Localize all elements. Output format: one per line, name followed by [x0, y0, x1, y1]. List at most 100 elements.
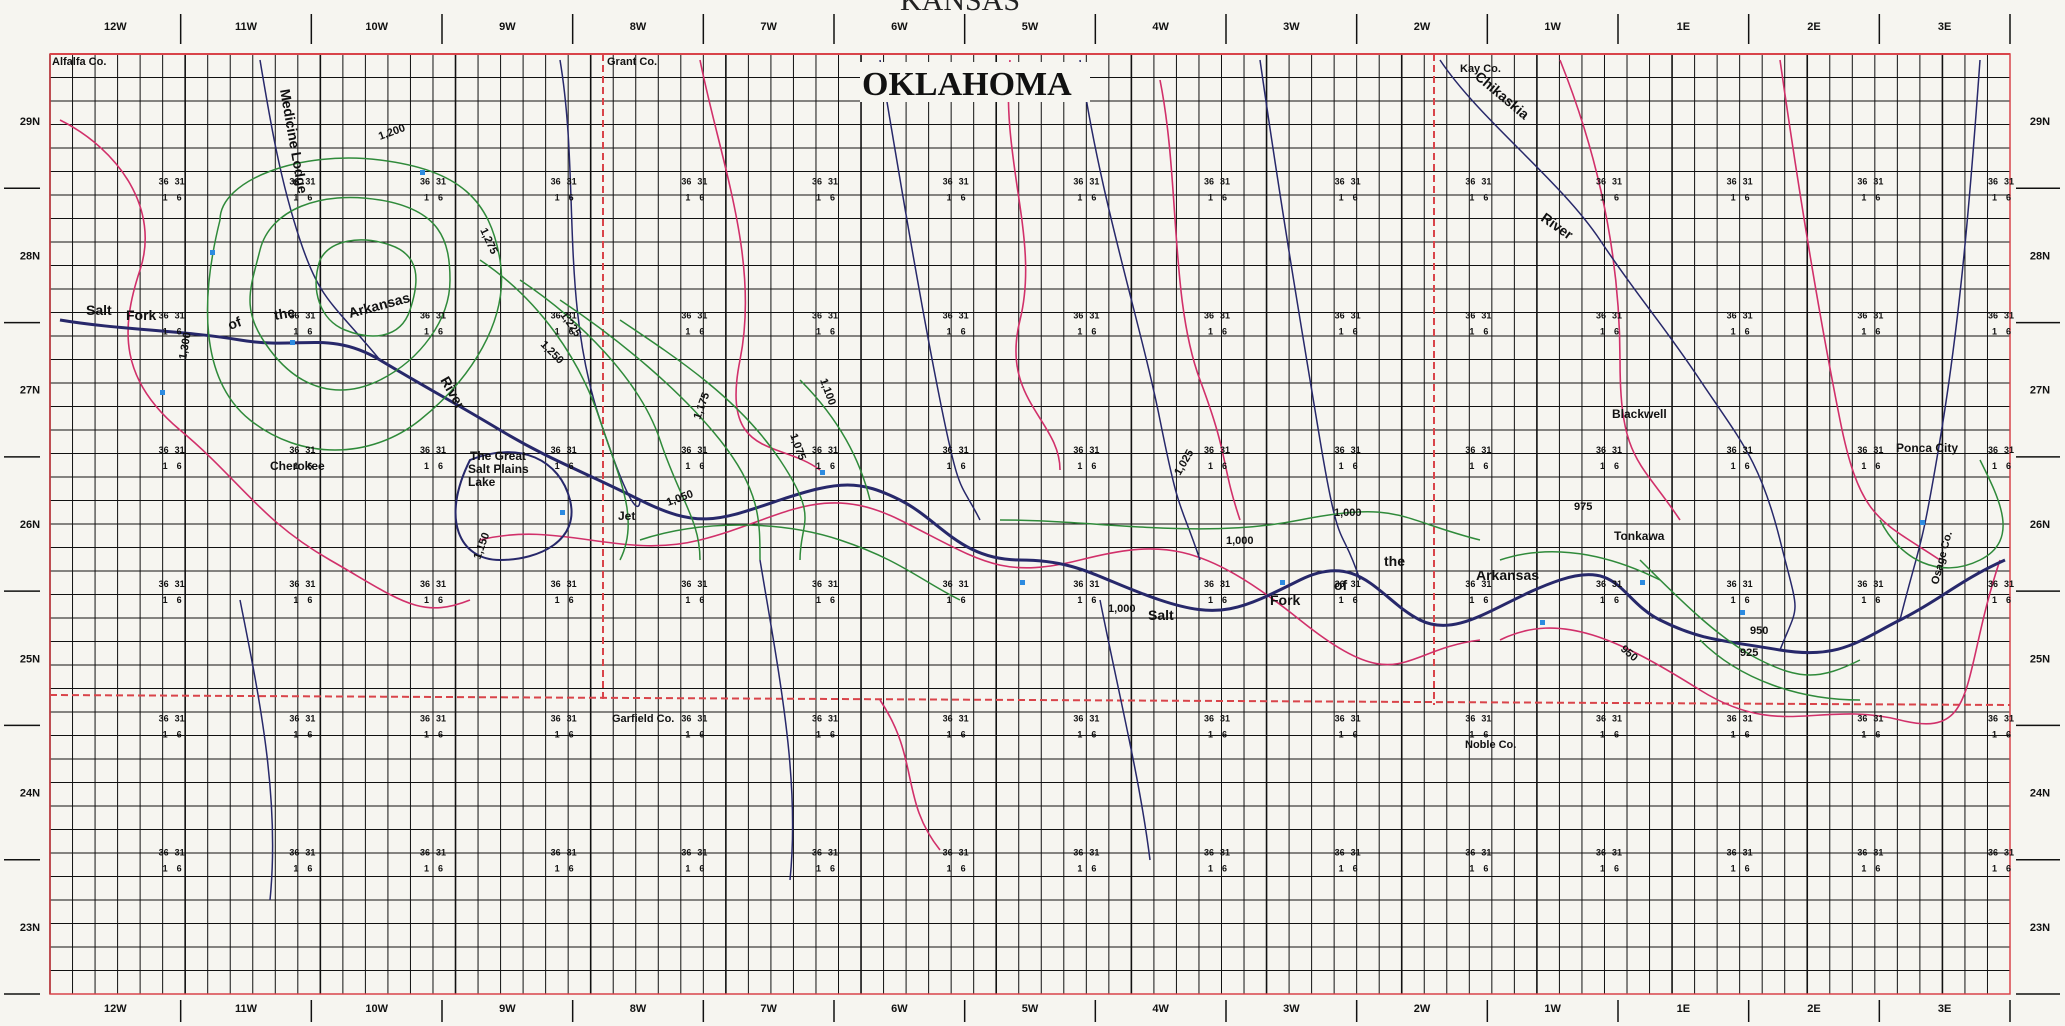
section-number: 6	[569, 461, 574, 471]
section-number: 36	[420, 176, 430, 186]
contour-label: 925	[1740, 647, 1758, 659]
section-number: 6	[307, 595, 312, 605]
section-number: 36	[1988, 445, 1998, 455]
section-number: 31	[828, 713, 838, 723]
section-number: 6	[961, 595, 966, 605]
section-number: 36	[1596, 176, 1606, 186]
section-number: 31	[1351, 713, 1361, 723]
section-number: 6	[830, 595, 835, 605]
section-number: 1	[1600, 327, 1605, 337]
section-number: 36	[681, 848, 691, 858]
section-number: 36	[420, 445, 430, 455]
section-number: 1	[555, 864, 560, 874]
section-number: 36	[159, 311, 169, 321]
section-number: 31	[1089, 311, 1099, 321]
section-number: 36	[289, 176, 299, 186]
section-corner-labels: 36 311 636 311 636 311 636 311 636 311 636 311 636 31…	[159, 176, 2014, 873]
range-label: 6W	[891, 21, 908, 33]
section-number: 36	[812, 579, 822, 589]
section-number: 31	[1089, 579, 1099, 589]
section-number: 1	[1469, 192, 1474, 202]
well-marker	[1280, 580, 1285, 585]
section-number: 6	[699, 461, 704, 471]
terrace-line-central	[479, 502, 1481, 666]
section-number: 1	[1077, 595, 1082, 605]
section-number: 31	[567, 311, 577, 321]
section-number: 31	[1481, 311, 1491, 321]
section-number: 6	[1222, 729, 1227, 739]
section-number: 36	[551, 445, 561, 455]
contour-ring-3	[315, 239, 417, 337]
township-labels-right: 29N 28N 27N 26N 25N 24N 23N	[2016, 116, 2060, 995]
township-label: 23N	[20, 922, 40, 934]
county-label-grant: Grant Co.	[607, 56, 657, 68]
section-number: 6	[1614, 864, 1619, 874]
contour-1175	[619, 319, 806, 561]
section-number: 36	[1465, 176, 1475, 186]
section-number: 1	[947, 864, 952, 874]
section-number: 36	[1988, 713, 1998, 723]
section-number: 1	[1469, 461, 1474, 471]
section-number: 36	[943, 579, 953, 589]
range-label: 7W	[760, 21, 777, 33]
section-number: 36	[1727, 176, 1737, 186]
terrace-line-west	[59, 119, 471, 609]
section-number: 1	[1992, 729, 1997, 739]
section-number: 1	[685, 729, 690, 739]
section-number: 1	[1469, 729, 1474, 739]
section-number: 1	[1861, 327, 1866, 337]
contour-ring-2	[249, 196, 451, 391]
section-number: 6	[177, 461, 182, 471]
section-number: 31	[1089, 176, 1099, 186]
section-number: 36	[1596, 713, 1606, 723]
section-number: 1	[424, 729, 429, 739]
section-number: 1	[816, 864, 821, 874]
township-label: 27N	[2030, 385, 2050, 397]
section-number: 6	[1091, 327, 1096, 337]
section-number: 1	[1731, 461, 1736, 471]
section-number: 1	[1469, 327, 1474, 337]
section-number: 6	[961, 327, 966, 337]
section-number: 31	[1873, 445, 1883, 455]
section-number: 1	[1077, 192, 1082, 202]
range-label: 10W	[365, 21, 388, 33]
contour-950	[1639, 559, 1861, 676]
stream-8	[1099, 599, 1151, 861]
section-number: 6	[307, 192, 312, 202]
place-labels: Cherokee The Great Salt Plains Lake Jet …	[270, 407, 1958, 543]
section-number: 31	[697, 176, 707, 186]
section-number: 36	[1204, 579, 1214, 589]
section-number: 6	[830, 729, 835, 739]
range-label: 8W	[630, 21, 647, 33]
range-labels-bottom: 12W 11W 10W 9W 8W 7W 6W 5W 4W 3W 2W 1W 1E 2E 3E	[104, 1000, 2011, 1022]
river-label-fork-w: Fork	[126, 307, 157, 323]
section-number: 6	[830, 327, 835, 337]
township-label: 29N	[20, 116, 40, 128]
contour-label: 975	[1574, 501, 1592, 513]
section-number: 6	[1353, 327, 1358, 337]
range-label: 3E	[1938, 21, 1951, 33]
range-label: 1E	[1677, 1003, 1690, 1015]
section-number: 36	[551, 176, 561, 186]
section-number: 6	[1745, 729, 1750, 739]
well-marker	[1020, 580, 1025, 585]
section-number: 6	[1745, 595, 1750, 605]
section-number: 1	[424, 327, 429, 337]
section-number: 6	[1483, 327, 1488, 337]
section-number: 1	[1600, 595, 1605, 605]
well-marker	[560, 510, 565, 515]
section-number: 36	[1596, 311, 1606, 321]
map-frame	[49, 53, 2011, 995]
section-number: 31	[959, 848, 969, 858]
section-number: 6	[1353, 595, 1358, 605]
section-number: 1	[1731, 864, 1736, 874]
section-number: 36	[1857, 311, 1867, 321]
section-number: 31	[959, 579, 969, 589]
section-number: 1	[424, 864, 429, 874]
section-number: 36	[1465, 311, 1475, 321]
section-number: 6	[1614, 327, 1619, 337]
section-number: 36	[1073, 848, 1083, 858]
section-number: 36	[1204, 311, 1214, 321]
section-number: 1	[424, 595, 429, 605]
township-label: 24N	[2030, 788, 2050, 800]
